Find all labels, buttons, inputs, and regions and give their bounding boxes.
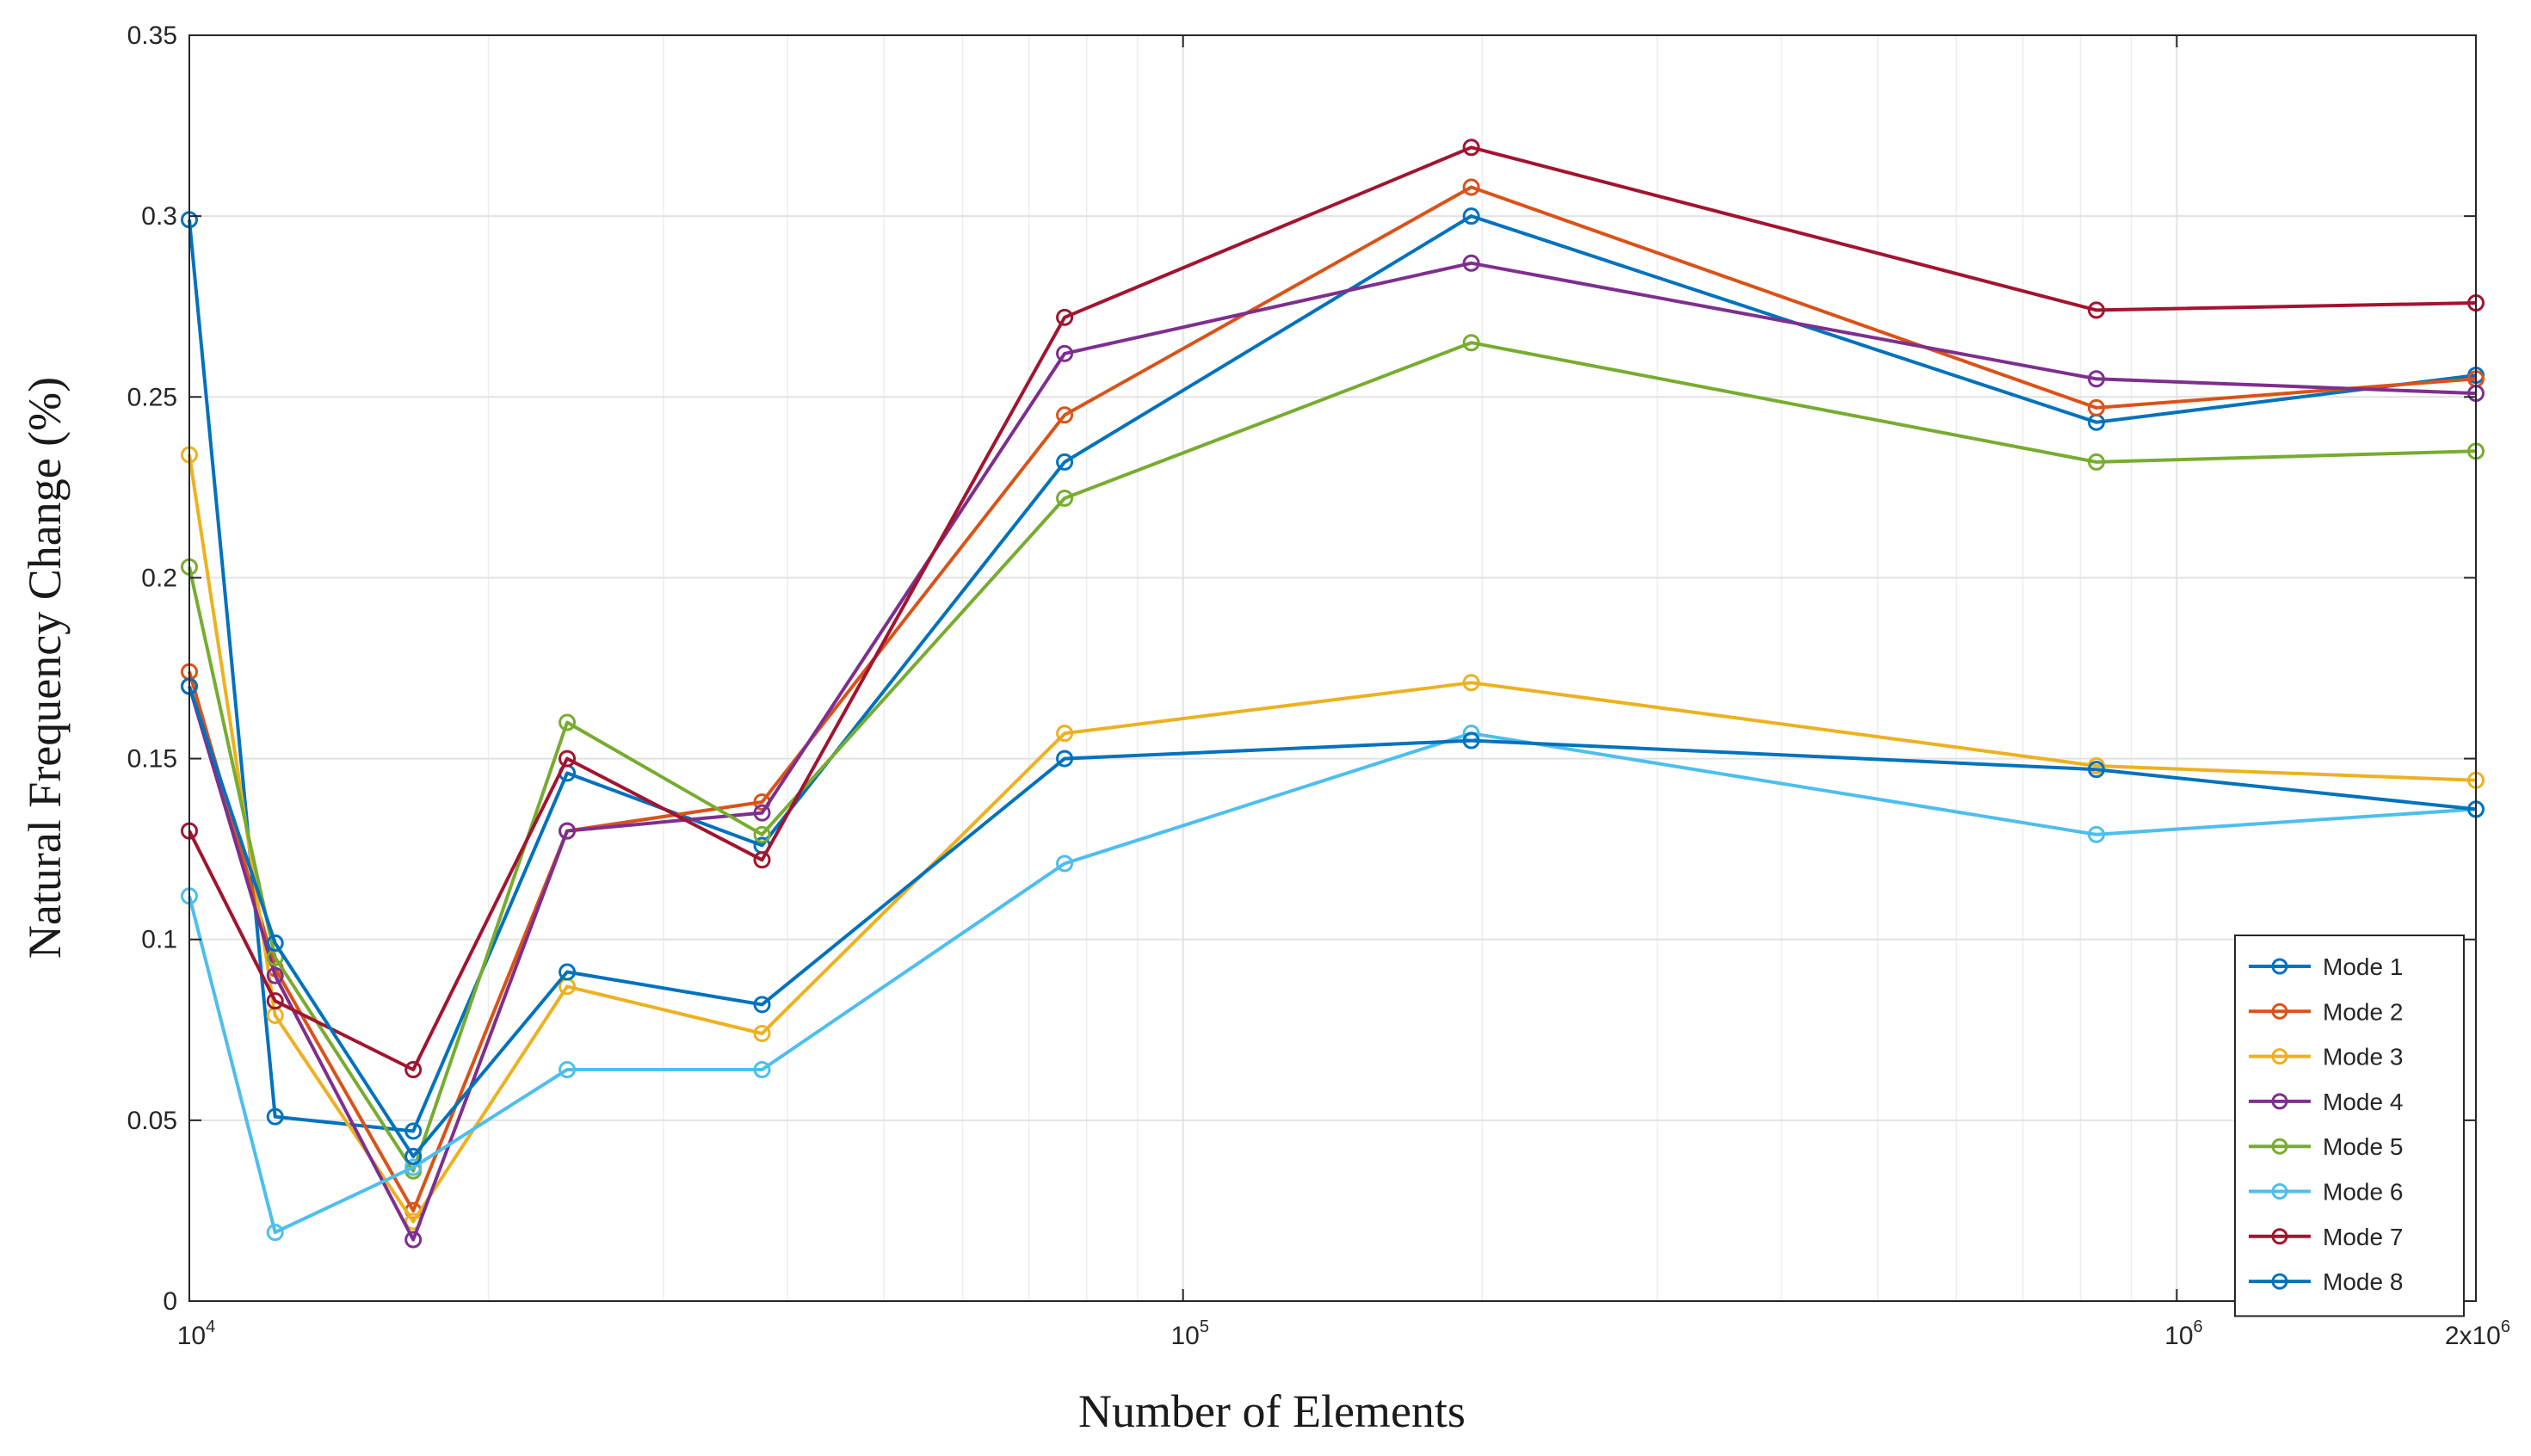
x-tick-label: 2x106 — [2445, 1317, 2510, 1350]
series-line — [188, 685, 2477, 1158]
series-line — [188, 145, 2477, 1071]
data-point — [1462, 254, 1480, 272]
y-tick-label: 0.1 — [141, 926, 177, 954]
y-tick-label: 0 — [163, 1287, 177, 1316]
data-point — [266, 934, 284, 952]
data-point — [559, 750, 577, 768]
legend-item: Mode 7 — [2249, 1224, 2403, 1250]
data-point — [404, 1158, 423, 1176]
legend-marker — [2271, 1048, 2288, 1065]
data-point — [2087, 453, 2105, 471]
data-point — [559, 713, 577, 731]
legend: Mode 1 Mode 2 Mode 3 Mode 4 Mode 5 Mode 6 Mode… — [2234, 935, 2465, 1317]
legend-label: Mode 3 — [2323, 1044, 2403, 1070]
data-point — [1056, 725, 1074, 743]
data-point — [1056, 750, 1074, 768]
legend-label: Mode 4 — [2323, 1089, 2403, 1115]
x-axis-label: Number of Elements — [1078, 1385, 1466, 1437]
y-axis-ticks: 0 0.05 0.1 0.15 0.2 0.25 0.3 0.35 — [127, 22, 2476, 1316]
plot-area — [189, 35, 2476, 1301]
legend-label: Mode 5 — [2323, 1133, 2403, 1160]
series-line — [188, 261, 2477, 1242]
series-line — [188, 731, 2477, 1235]
data-point — [404, 1231, 423, 1249]
data-point — [1462, 139, 1480, 157]
x-tick-label: 106 — [2164, 1317, 2203, 1350]
data-point — [753, 804, 771, 822]
legend-label: Mode 1 — [2323, 953, 2403, 980]
x-tick-label: 104 — [177, 1317, 216, 1350]
data-point — [753, 996, 771, 1014]
data-point — [559, 822, 577, 840]
data-point — [2087, 301, 2105, 319]
legend-label: Mode 8 — [2323, 1268, 2403, 1295]
data-point — [266, 992, 284, 1010]
data-point — [1056, 489, 1074, 507]
legend-label: Mode 6 — [2323, 1179, 2403, 1206]
legend-item: Mode 6 — [2249, 1179, 2403, 1206]
series-line — [188, 185, 2477, 1212]
data-point — [1462, 731, 1480, 750]
legend-marker — [2271, 958, 2288, 975]
x-axis-ticks: 104 105 106 2x106 — [177, 35, 2510, 1350]
data-point — [1056, 308, 1074, 326]
legend-label: Mode 7 — [2323, 1224, 2403, 1250]
plot-frame — [188, 34, 2477, 1302]
data-point — [1056, 453, 1074, 471]
data-point — [266, 966, 284, 984]
legend-marker — [2271, 1273, 2288, 1290]
data-point — [753, 1061, 771, 1079]
data-point — [404, 1122, 423, 1140]
legend-marker — [2271, 1093, 2288, 1110]
data-point — [753, 851, 771, 869]
minor-grid — [487, 35, 2133, 1301]
data-point — [2087, 761, 2105, 779]
data-point — [2087, 825, 2105, 843]
data-point — [2087, 398, 2105, 416]
y-tick-label: 0.2 — [141, 564, 177, 592]
series-line — [188, 454, 2477, 1224]
y-tick-label: 0.15 — [127, 745, 177, 774]
legend-item: Mode 1 — [2249, 953, 2403, 980]
data-point — [404, 1061, 423, 1079]
data-point — [1462, 178, 1480, 196]
data-point — [266, 1107, 284, 1126]
legend-item: Mode 8 — [2249, 1268, 2403, 1295]
data-point — [1056, 344, 1074, 362]
y-tick-label: 0.3 — [141, 202, 177, 231]
data-point — [266, 1224, 284, 1242]
y-tick-label: 0.35 — [127, 22, 177, 50]
data-point — [2087, 370, 2105, 388]
data-point — [1056, 854, 1074, 873]
x-tick-label: 105 — [1170, 1317, 1209, 1350]
y-axis-label: Natural Frequency Change (%) — [19, 377, 71, 959]
y-tick-label: 0.25 — [127, 383, 177, 411]
series-layer — [181, 139, 2485, 1249]
data-point — [1056, 406, 1074, 424]
series-line — [188, 214, 2477, 1133]
y-tick-label: 0.05 — [127, 1107, 177, 1135]
legend-item: Mode 2 — [2249, 998, 2403, 1025]
legend-item: Mode 5 — [2249, 1133, 2403, 1160]
legend-item: Mode 3 — [2249, 1044, 2403, 1070]
data-point — [753, 825, 771, 843]
data-point — [753, 1024, 771, 1042]
data-point — [559, 1061, 577, 1079]
legend-marker — [2271, 1228, 2288, 1245]
legend-marker — [2271, 1183, 2288, 1200]
data-point — [404, 1147, 423, 1165]
series-line — [188, 341, 2477, 1173]
legend-marker — [2271, 1138, 2288, 1155]
legend-label: Mode 2 — [2323, 998, 2403, 1025]
legend-item: Mode 4 — [2249, 1089, 2403, 1115]
data-point — [1462, 334, 1480, 352]
legend-box — [2234, 935, 2465, 1317]
data-point — [1462, 207, 1480, 225]
legend-marker — [2271, 1003, 2288, 1020]
data-point — [1462, 674, 1480, 692]
data-point — [559, 963, 577, 981]
